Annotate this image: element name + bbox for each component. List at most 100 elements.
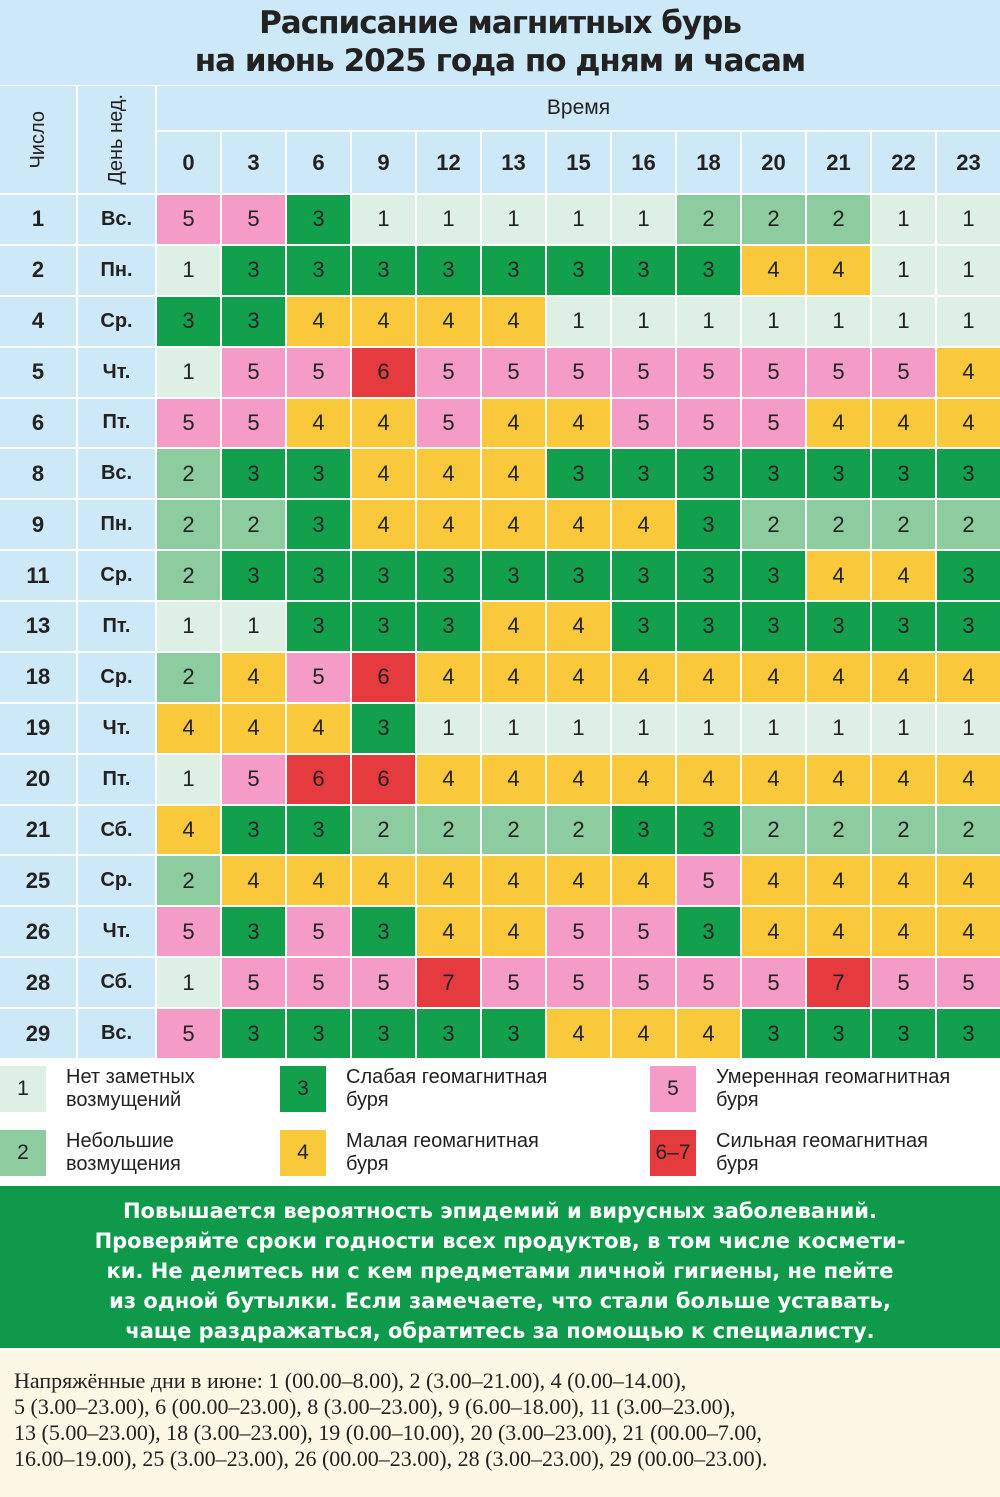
legend-text-line: возмущения xyxy=(66,1153,181,1175)
level-cell: 1 xyxy=(677,296,740,346)
level-cell: 3 xyxy=(287,551,350,601)
level-cell: 3 xyxy=(937,551,1000,601)
level-cell: 5 xyxy=(612,907,675,957)
level-cell: 7 xyxy=(807,958,870,1008)
level-cell: 4 xyxy=(677,1009,740,1058)
level-cell: 1 xyxy=(547,703,610,753)
level-cell: 5 xyxy=(222,398,285,448)
level-cell: 3 xyxy=(677,500,740,550)
footer-line: 5 (3.00–23.00), 6 (00.00–23.00), 8 (3.00… xyxy=(14,1394,736,1419)
day-cell: 18 xyxy=(0,652,76,702)
level-cell: 4 xyxy=(482,907,545,957)
legend: 1 Нет заметных возмущений 2 Небольшие возмуще… xyxy=(0,1060,1000,1184)
level-cell: 3 xyxy=(677,449,740,499)
level-cell: 5 xyxy=(677,856,740,906)
level-cell: 4 xyxy=(482,500,545,550)
level-cell: 3 xyxy=(352,907,415,957)
level-cell: 3 xyxy=(157,296,220,346)
legend-item: 2 Небольшие возмущения xyxy=(0,1124,181,1182)
level-cell: 3 xyxy=(222,449,285,499)
level-cell: 5 xyxy=(287,347,350,397)
level-cell: 3 xyxy=(677,907,740,957)
legend-text: Малая геомагнитная буря xyxy=(346,1130,539,1176)
legend-key: 3 xyxy=(280,1066,326,1112)
level-cell: 4 xyxy=(742,652,805,702)
level-cell: 4 xyxy=(547,1009,610,1058)
weekday-cell: Сб. xyxy=(78,958,155,1008)
level-cell: 2 xyxy=(157,449,220,499)
level-cell: 3 xyxy=(807,602,870,651)
level-cell: 4 xyxy=(612,1009,675,1058)
footer-line: 16.00–19.00), 25 (3.00–23.00), 26 (00.00… xyxy=(14,1446,768,1471)
level-cell: 3 xyxy=(222,296,285,346)
level-cell: 4 xyxy=(872,652,935,702)
level-cell: 1 xyxy=(872,296,935,346)
weekday-cell: Чт. xyxy=(78,907,155,957)
level-cell: 5 xyxy=(287,907,350,957)
level-cell: 1 xyxy=(872,703,935,753)
level-cell: 3 xyxy=(222,245,285,295)
level-cell: 3 xyxy=(872,602,935,651)
banner-line: из одной бутылки. Если замечаете, что ст… xyxy=(109,1289,891,1313)
level-cell: 1 xyxy=(157,245,220,295)
weekday-cell: Сб. xyxy=(78,805,155,855)
level-cell: 3 xyxy=(677,551,740,601)
hour-header: 21 xyxy=(807,132,870,193)
level-cell: 1 xyxy=(937,195,1000,244)
level-cell: 1 xyxy=(482,195,545,244)
weekday-cell: Вс. xyxy=(78,1009,155,1058)
level-cell: 4 xyxy=(417,856,480,906)
level-cell: 3 xyxy=(482,245,545,295)
level-cell: 1 xyxy=(677,703,740,753)
level-cell: 4 xyxy=(677,754,740,804)
legend-text-line: возмущений xyxy=(66,1089,182,1111)
level-cell: 1 xyxy=(937,296,1000,346)
weekday-cell: Ср. xyxy=(78,652,155,702)
level-cell: 4 xyxy=(937,398,1000,448)
hour-header: 3 xyxy=(222,132,285,193)
level-cell: 3 xyxy=(742,602,805,651)
weekday-header-cell: День нед. xyxy=(78,86,155,193)
level-cell: 1 xyxy=(157,958,220,1008)
hour-header: 0 xyxy=(157,132,220,193)
legend-text-line: Умеренная геомагнитная xyxy=(716,1066,951,1088)
level-cell: 3 xyxy=(222,551,285,601)
level-cell: 1 xyxy=(417,703,480,753)
level-cell: 2 xyxy=(482,805,545,855)
level-cell: 4 xyxy=(807,652,870,702)
day-cell: 8 xyxy=(0,449,76,499)
legend-text-line: Слабая геомагнитная xyxy=(346,1066,548,1088)
level-cell: 5 xyxy=(677,398,740,448)
level-cell: 4 xyxy=(352,398,415,448)
legend-key: 5 xyxy=(650,1066,696,1112)
level-cell: 1 xyxy=(612,296,675,346)
time-header: Время xyxy=(157,86,1000,130)
hour-header: 13 xyxy=(482,132,545,193)
level-cell: 2 xyxy=(807,805,870,855)
weekday-cell: Пт. xyxy=(78,602,155,651)
level-cell: 5 xyxy=(742,958,805,1008)
day-cell: 28 xyxy=(0,958,76,1008)
level-cell: 4 xyxy=(937,907,1000,957)
level-cell: 3 xyxy=(352,602,415,651)
level-cell: 4 xyxy=(352,296,415,346)
level-cell: 5 xyxy=(612,398,675,448)
day-cell: 19 xyxy=(0,703,76,753)
level-cell: 4 xyxy=(872,551,935,601)
hour-header: 18 xyxy=(677,132,740,193)
level-cell: 4 xyxy=(417,907,480,957)
level-cell: 3 xyxy=(612,602,675,651)
level-cell: 5 xyxy=(287,958,350,1008)
level-cell: 5 xyxy=(547,347,610,397)
level-cell: 3 xyxy=(677,245,740,295)
level-cell: 5 xyxy=(872,347,935,397)
level-cell: 3 xyxy=(677,602,740,651)
hour-header: 12 xyxy=(417,132,480,193)
hour-header: 6 xyxy=(287,132,350,193)
day-cell: 1 xyxy=(0,195,76,244)
level-cell: 2 xyxy=(807,195,870,244)
legend-text-line: буря xyxy=(716,1089,759,1111)
level-cell: 4 xyxy=(157,703,220,753)
level-cell: 3 xyxy=(547,449,610,499)
level-cell: 4 xyxy=(222,703,285,753)
